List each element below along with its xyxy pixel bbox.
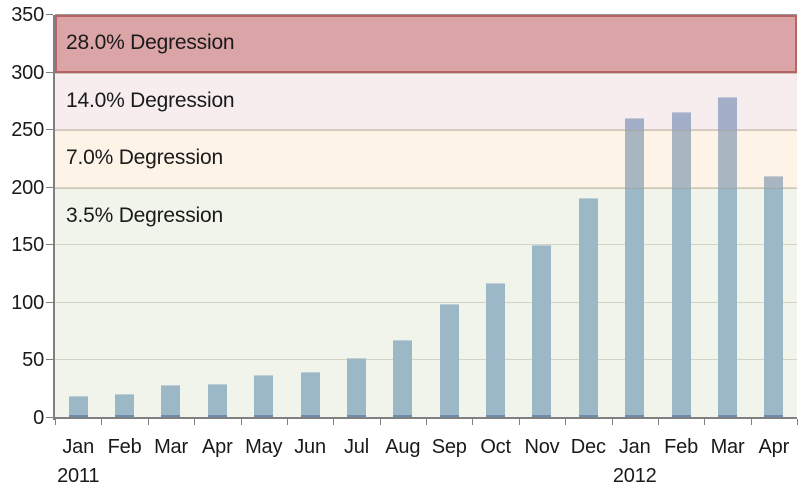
- band-label: 14.0% Degression: [66, 88, 235, 112]
- x-tick-label: Apr: [758, 436, 790, 458]
- bar: [764, 176, 784, 418]
- band: [55, 187, 797, 418]
- bar: [717, 96, 737, 418]
- band-label: 28.0% Degression: [66, 31, 235, 54]
- y-tick-label: 350: [11, 4, 44, 26]
- year-label: 2012: [612, 465, 657, 487]
- x-tick: [797, 419, 798, 425]
- band: [55, 72, 797, 131]
- gridline: [55, 186, 797, 188]
- x-tick: [426, 419, 427, 425]
- x-tick: [750, 419, 752, 425]
- y-tick-label: 250: [11, 119, 44, 142]
- gridline: [55, 244, 797, 246]
- x-tick: [194, 419, 196, 425]
- gridline: [55, 129, 797, 131]
- x-tick: [333, 419, 335, 425]
- x-tick: [101, 419, 103, 425]
- y-tick: [46, 129, 53, 131]
- band: [55, 130, 797, 188]
- band-label: 3.5% Degression: [66, 203, 223, 227]
- y-tick-label: 150: [11, 234, 44, 257]
- x-tick: [518, 419, 520, 425]
- bar: [115, 393, 135, 418]
- gridline: [55, 301, 797, 303]
- x-tick-label: Mar: [154, 436, 188, 458]
- bar: [161, 384, 181, 418]
- bar: [486, 283, 506, 418]
- bar: [625, 117, 645, 418]
- bar: [346, 358, 366, 418]
- y-tick-label: 200: [11, 176, 44, 199]
- x-tick-label: Jul: [344, 436, 369, 458]
- y-tick: [46, 186, 53, 188]
- y-tick-label: 300: [11, 61, 44, 84]
- x-tick: [240, 419, 242, 425]
- x-tick-label: Jun: [294, 436, 326, 458]
- y-tick: [46, 417, 53, 418]
- x-tick-label: Jan: [62, 436, 95, 458]
- y-tick: [46, 301, 53, 303]
- bar: [393, 339, 413, 418]
- band: [55, 15, 797, 73]
- y-tick-label: 0: [33, 407, 44, 429]
- y-axis: [53, 15, 55, 420]
- y-tick-label: 50: [22, 349, 44, 372]
- x-tick-label: Nov: [524, 436, 560, 458]
- bar: [68, 396, 88, 418]
- x-tick: [286, 419, 288, 425]
- y-tick: [46, 359, 53, 361]
- x-tick: [55, 419, 56, 425]
- gridline: [55, 14, 797, 15]
- x-tick: [379, 419, 381, 425]
- x-tick: [611, 419, 613, 425]
- x-axis: [53, 417, 797, 419]
- x-tick-label: May: [245, 436, 283, 458]
- x-tick: [657, 419, 659, 425]
- x-tick-label: Sep: [431, 436, 467, 458]
- bar: [207, 383, 227, 418]
- y-tick: [46, 14, 53, 15]
- bar: [439, 304, 459, 418]
- bar: [578, 198, 598, 418]
- x-tick-label: Apr: [202, 436, 233, 458]
- y-tick: [46, 244, 53, 246]
- bar: [300, 371, 320, 418]
- x-tick-label: Jan: [618, 436, 651, 458]
- x-tick: [565, 419, 567, 425]
- gridline: [55, 359, 797, 361]
- x-tick-label: Aug: [385, 436, 421, 458]
- year-label: 2011: [57, 465, 100, 487]
- x-tick-label: Feb: [664, 436, 699, 458]
- x-tick-label: Oct: [480, 436, 511, 458]
- x-tick-label: Feb: [107, 436, 142, 458]
- bar: [532, 245, 552, 418]
- y-tick: [46, 71, 53, 73]
- bar: [254, 375, 274, 418]
- y-tick-label: 100: [11, 291, 44, 314]
- x-tick: [472, 419, 474, 425]
- x-tick: [147, 419, 149, 425]
- x-tick-label: Dec: [570, 436, 606, 458]
- band-label: 7.0% Degression: [66, 146, 223, 170]
- x-tick: [704, 419, 706, 425]
- bar: [671, 111, 691, 418]
- x-tick-label: Mar: [710, 436, 745, 458]
